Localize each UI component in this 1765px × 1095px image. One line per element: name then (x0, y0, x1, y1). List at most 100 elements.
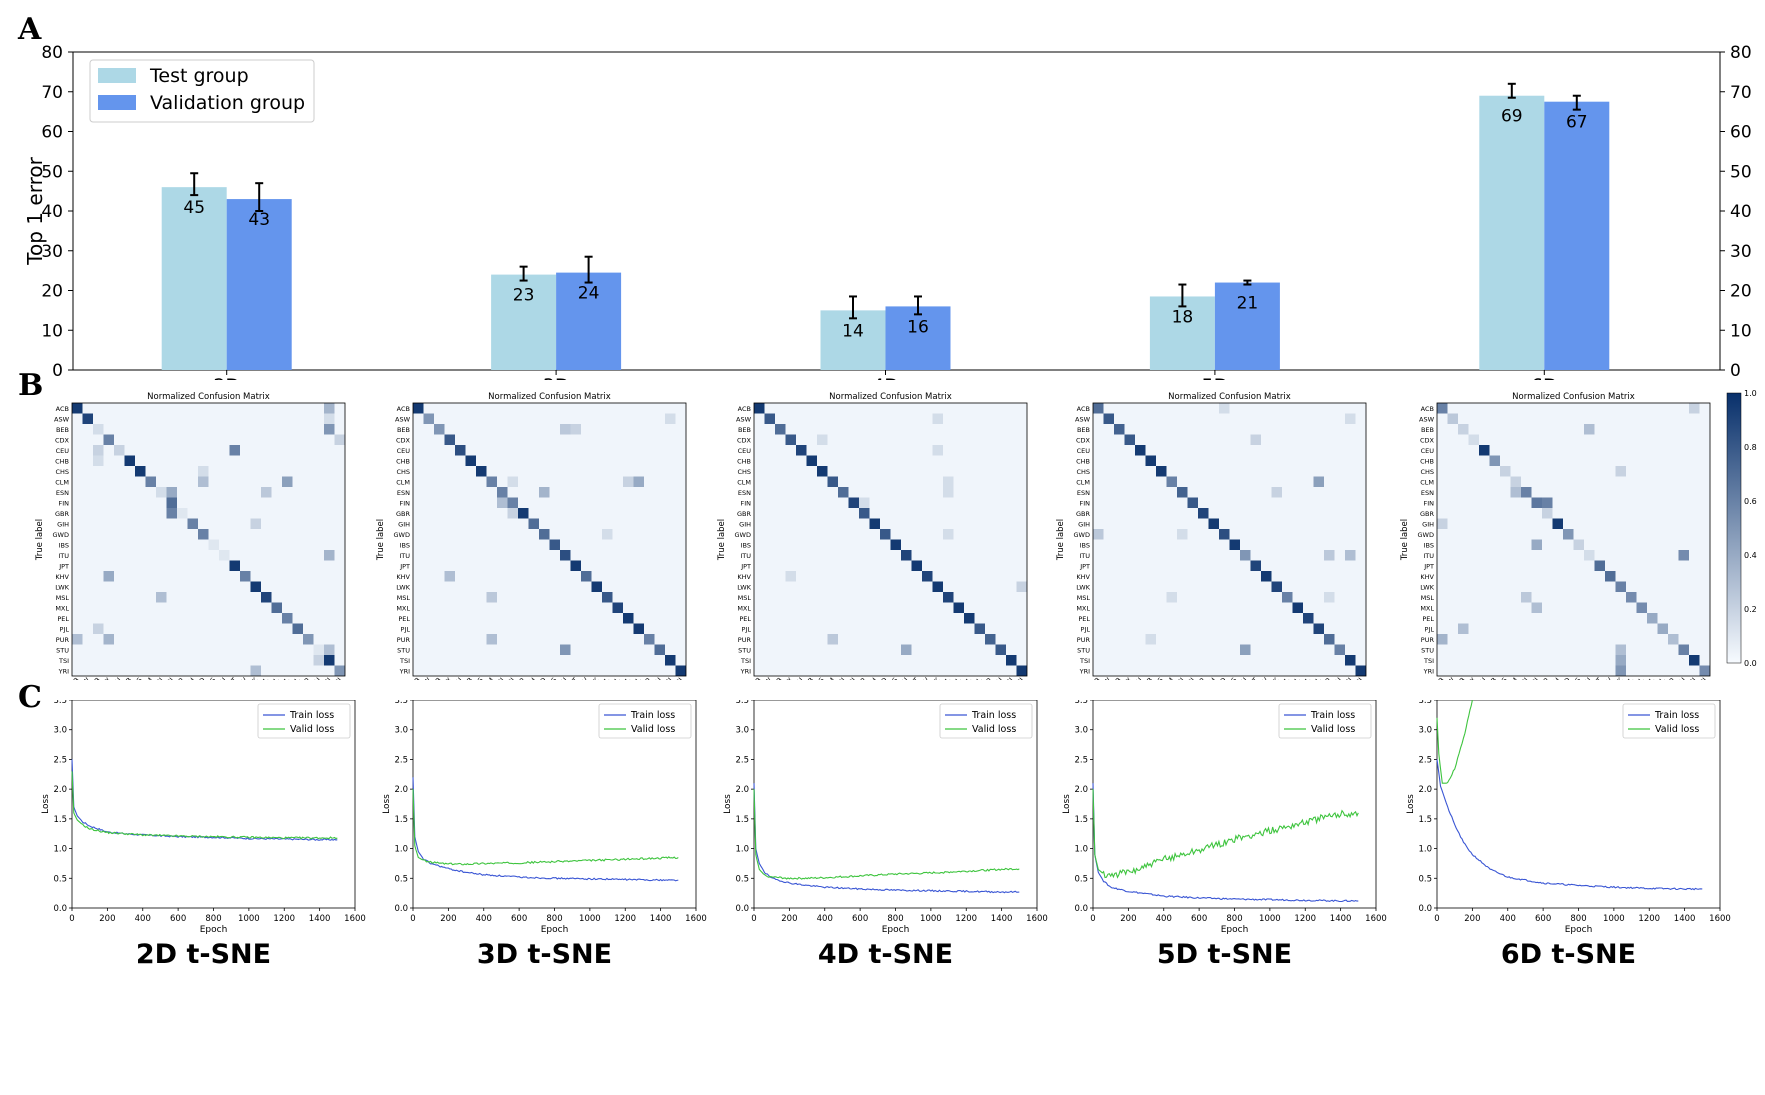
x-tick-label: 5D (1202, 375, 1229, 380)
x-axis-label: Epoch (541, 925, 569, 935)
x-tick-label: 800 (1570, 914, 1586, 924)
col-tick-label: BEB (1108, 676, 1123, 680)
matrix-cell-diagonal (1626, 592, 1637, 603)
matrix-cell-diagonal (208, 539, 219, 550)
matrix-cell-diagonal (1006, 655, 1017, 666)
x-tick-label: 1400 (650, 914, 672, 924)
row-tick-label: PJL (401, 625, 411, 633)
matrix-cell-diagonal (869, 518, 880, 529)
bar-value-label: 16 (907, 317, 929, 337)
plot-subtitle: 4D t-SNE (818, 939, 953, 970)
row-tick-label: ESN (738, 489, 751, 497)
valid-loss-line (753, 789, 1020, 880)
x-tick-label: 6D (1531, 375, 1558, 380)
x-tick-label: 1200 (1638, 914, 1660, 924)
row-tick-label: TSI (58, 657, 69, 665)
legend-label: Test group (149, 65, 249, 87)
matrix-cell (229, 445, 240, 456)
col-tick-label: ESN (491, 676, 506, 680)
col-tick-label: CEU (1473, 676, 1488, 680)
col-tick-label: CDX (438, 676, 453, 680)
x-tick-label: 0 (1090, 914, 1095, 924)
col-tick-label: PUR (1318, 676, 1333, 680)
col-tick-label: PJL (971, 676, 983, 680)
matrix-cell-diagonal (827, 476, 838, 487)
col-tick-label: TSI (661, 676, 674, 680)
y-tick-label: 2.0 (1418, 785, 1432, 795)
x-tick-label: 0 (410, 914, 415, 924)
matrix-cell-diagonal (334, 665, 345, 676)
col-tick-label: CEU (449, 676, 464, 680)
row-tick-label: MXL (396, 604, 410, 612)
y-tick-label: 1.5 (394, 815, 408, 825)
row-tick-label: FIN (1423, 499, 1434, 507)
matrix-cell-diagonal (423, 413, 434, 424)
matrix-cell-diagonal (1615, 581, 1626, 592)
row-tick-label: CHS (737, 468, 751, 476)
row-tick-label: KHV (396, 573, 410, 581)
plot-subtitle: 5D t-SNE (1157, 939, 1292, 970)
matrix-cell-diagonal (486, 476, 497, 487)
col-tick-label: FIN (1527, 676, 1540, 680)
row-tick-label: CHS (1076, 468, 1090, 476)
row-tick-label: KHV (1076, 573, 1090, 581)
row-tick-label: LWK (396, 583, 410, 591)
matrix-cell (250, 665, 261, 676)
row-tick-label: IBS (400, 541, 410, 549)
row-tick-label: ITU (740, 552, 751, 560)
loss-plot-4d: 0.0 0.5 1.0 1.5 2.0 2.5 3.0 3.5 0 200 400 600 800 100… (723, 700, 1048, 970)
x-tick-label: 400 (135, 914, 151, 924)
row-tick-label: KHV (737, 573, 751, 581)
matrix-cell (901, 644, 912, 655)
matrix-title: Normalized Confusion Matrix (147, 392, 270, 402)
matrix-cell-diagonal (103, 434, 114, 445)
row-tick-label: CDX (737, 436, 752, 444)
row-tick-label: BEB (1077, 426, 1090, 434)
row-tick-label: IBS (1080, 541, 1090, 549)
matrix-cell (324, 424, 335, 435)
matrix-cell-diagonal (890, 539, 901, 550)
matrix-cell (817, 434, 828, 445)
bar-value-label: 24 (578, 284, 600, 304)
matrix-cell (859, 497, 870, 508)
matrix-cell (602, 529, 613, 540)
y-tick-label: 2.5 (1418, 755, 1432, 765)
matrix-ylabel: True label (1056, 519, 1066, 561)
col-tick-label: YRI (1012, 676, 1026, 680)
matrix-cell (827, 634, 838, 645)
x-tick-label: 2D (213, 375, 240, 380)
x-tick-label: 400 (1156, 914, 1172, 924)
col-tick-label: PUR (1662, 676, 1677, 680)
bar-test (161, 187, 227, 370)
y-tick-label: 0.0 (1074, 904, 1088, 914)
row-tick-label: GWD (1074, 531, 1090, 539)
y-tick-label: 2.0 (1074, 785, 1088, 795)
matrix-cell-diagonal (250, 581, 261, 592)
col-tick-label: PEL (277, 676, 291, 680)
row-tick-label: BEB (1421, 426, 1434, 434)
row-tick-label: ESN (1421, 489, 1434, 497)
x-tick-label: 1200 (1294, 914, 1316, 924)
y-tick-label: 1.5 (1418, 815, 1432, 825)
matrix-cell (1521, 592, 1532, 603)
col-tick-label: MXL (265, 676, 280, 680)
row-tick-label: ITU (58, 552, 69, 560)
matrix-title: Normalized Confusion Matrix (1512, 392, 1635, 402)
train-loss-line (412, 777, 679, 882)
x-axis-label: Epoch (1565, 925, 1593, 935)
row-tick-label: FIN (399, 499, 410, 507)
y-tick-label: 3.0 (1074, 726, 1088, 736)
matrix-cell-diagonal (114, 445, 125, 456)
y-tick-label: 0.0 (735, 904, 749, 914)
matrix-cell (1584, 424, 1595, 435)
legend-label-valid: Valid loss (290, 724, 334, 735)
legend-label-train: Train loss (1654, 710, 1699, 721)
row-tick-label: GIH (1078, 520, 1090, 528)
row-tick-label: STU (397, 646, 410, 654)
row-tick-label: MSL (738, 594, 752, 602)
matrix-cell-diagonal (166, 497, 177, 508)
y-tick-label: 1.0 (1074, 845, 1088, 855)
legend-label-valid: Valid loss (631, 724, 675, 735)
loss-plot-3d: 0.0 0.5 1.0 1.5 2.0 2.5 3.0 3.5 0 200 400 600 800 100… (382, 700, 707, 970)
col-tick-label: IBS (887, 676, 900, 680)
